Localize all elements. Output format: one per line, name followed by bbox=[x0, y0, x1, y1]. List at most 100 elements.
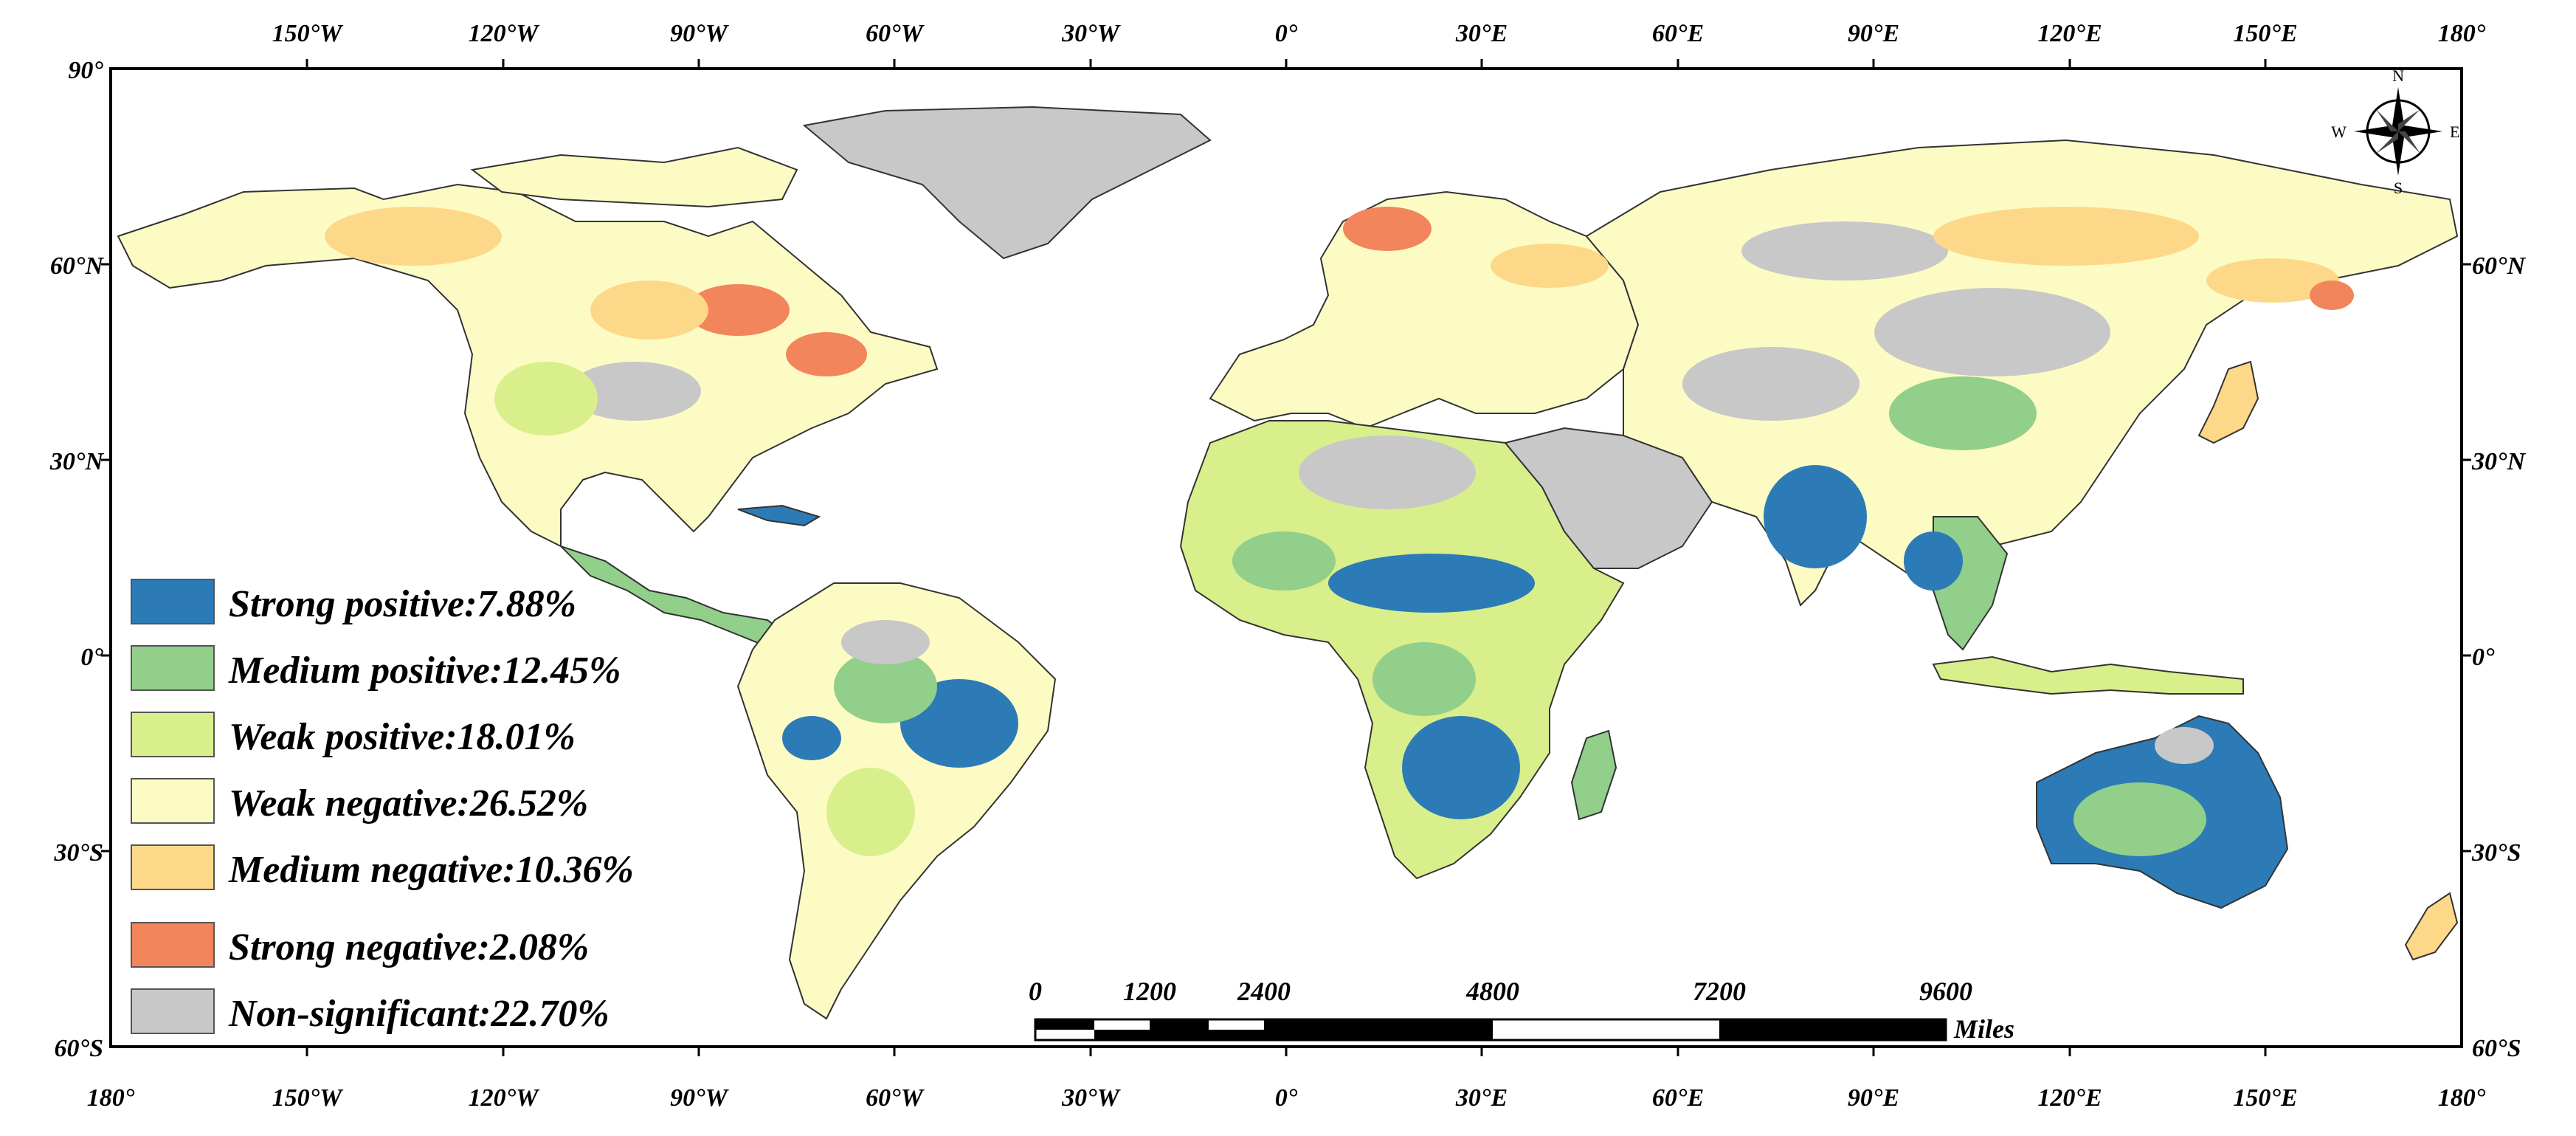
left-tick: 90° bbox=[68, 57, 103, 84]
legend: Strong positive:7.88% Medium positive:12… bbox=[131, 579, 634, 1035]
compass-w: W bbox=[2331, 123, 2347, 141]
scale-unit: Miles bbox=[1953, 1014, 2014, 1044]
right-tick: 60°N bbox=[2472, 252, 2527, 280]
patch-medium-negative bbox=[1491, 244, 1609, 288]
right-tick: 30°N bbox=[2471, 448, 2527, 475]
top-tick: 90°W bbox=[670, 20, 730, 47]
patch-strong-negative bbox=[1343, 207, 1432, 251]
patch-medium-negative bbox=[1933, 207, 2199, 266]
scale-label: 9600 bbox=[1919, 977, 1972, 1006]
right-tick: 30°S bbox=[2471, 839, 2521, 867]
top-tick: 150°W bbox=[272, 20, 345, 47]
indonesia bbox=[1932, 655, 2244, 695]
scale-label: 1200 bbox=[1123, 977, 1176, 1006]
legend-label: Medium positive:12.45% bbox=[228, 650, 621, 692]
top-tick: 30°E bbox=[1455, 20, 1508, 47]
legend-swatch bbox=[131, 712, 215, 757]
scale-label: 2400 bbox=[1237, 977, 1291, 1006]
bottom-tick: 150°W bbox=[272, 1084, 345, 1112]
legend-swatch bbox=[131, 778, 215, 824]
legend-label: Weak positive:18.01% bbox=[229, 716, 576, 758]
legend-swatch bbox=[131, 579, 215, 624]
japan bbox=[2197, 360, 2259, 444]
bottom-tick: 120°E bbox=[2037, 1084, 2102, 1112]
tick-marks bbox=[101, 59, 2471, 1056]
patch-medium-positive bbox=[1232, 531, 1336, 591]
patch-non-significant bbox=[841, 620, 930, 664]
patch-strong-positive bbox=[1402, 716, 1520, 819]
top-axis: 150°W 120°W 90°W 60°W 30°W 0° 30°E 60°E … bbox=[272, 20, 2486, 47]
top-tick: 60°E bbox=[1652, 20, 1704, 47]
legend-label: Weak negative:26.52% bbox=[229, 782, 588, 825]
patch-strong-negative bbox=[686, 284, 790, 336]
patch-strong-positive bbox=[1764, 465, 1867, 568]
bottom-tick: 150°E bbox=[2233, 1084, 2297, 1112]
patch-medium-negative bbox=[590, 280, 708, 340]
legend-label: Medium negative:10.36% bbox=[228, 849, 634, 891]
bottom-tick: 180° bbox=[87, 1084, 135, 1112]
left-axis: 90° 60°N 30°N 0° 30°S 60°S bbox=[49, 57, 105, 1062]
scale-label: 7200 bbox=[1693, 977, 1746, 1006]
patch-medium-positive bbox=[1889, 376, 2037, 450]
patch-strong-negative bbox=[2310, 280, 2354, 310]
legend-label: Non-significant:22.70% bbox=[228, 993, 610, 1035]
patch-medium-positive bbox=[834, 650, 937, 723]
patch-non-significant bbox=[1741, 221, 1948, 280]
left-tick: 0° bbox=[80, 644, 103, 671]
top-tick: 90°E bbox=[1848, 20, 1899, 47]
bottom-tick: 60°W bbox=[866, 1084, 925, 1112]
bottom-tick: 0° bbox=[1275, 1084, 1298, 1112]
legend-swatch bbox=[131, 922, 215, 968]
data-patches bbox=[325, 207, 2354, 856]
patch-medium-negative bbox=[2206, 258, 2339, 303]
arctic-islands bbox=[470, 146, 798, 208]
right-tick: 0° bbox=[2472, 644, 2495, 671]
madagascar bbox=[1570, 729, 1617, 821]
bottom-tick: 30°E bbox=[1455, 1084, 1508, 1112]
bottom-tick: 90°W bbox=[670, 1084, 730, 1112]
right-axis: 60°N 30°N 0° 30°S 60°S bbox=[2471, 252, 2527, 1062]
bottom-tick: 30°W bbox=[1061, 1084, 1122, 1112]
caribbean bbox=[737, 504, 821, 527]
bottom-tick: 90°E bbox=[1848, 1084, 1899, 1112]
top-tick: 60°W bbox=[866, 20, 925, 47]
left-tick: 60°S bbox=[54, 1035, 103, 1062]
top-tick: 120°E bbox=[2037, 20, 2102, 47]
scale-bar: 0 1200 2400 4800 7200 9600 Miles bbox=[1029, 977, 2014, 1044]
right-tick: 60°S bbox=[2472, 1035, 2521, 1062]
legend-swatch bbox=[131, 988, 215, 1034]
patch-non-significant bbox=[1299, 436, 1476, 509]
top-tick: 120°W bbox=[469, 20, 541, 47]
scale-label: 0 bbox=[1029, 977, 1042, 1006]
top-tick: 0° bbox=[1275, 20, 1298, 47]
compass-e: E bbox=[2450, 123, 2459, 141]
legend-swatch bbox=[131, 844, 215, 890]
top-tick: 30°W bbox=[1061, 20, 1122, 47]
scale-label: 4800 bbox=[1465, 977, 1519, 1006]
patch-medium-positive bbox=[1372, 642, 1476, 716]
left-tick: 60°N bbox=[50, 252, 105, 280]
patch-non-significant bbox=[1682, 347, 1860, 421]
greenland bbox=[802, 106, 1212, 260]
compass-rose-icon: N S E W bbox=[2331, 66, 2459, 197]
legend-label: Strong negative:2.08% bbox=[229, 926, 589, 968]
patch-strong-negative bbox=[786, 332, 867, 376]
compass-s: S bbox=[2394, 179, 2403, 197]
patch-strong-positive bbox=[782, 716, 841, 760]
patch-strong-positive bbox=[1328, 554, 1535, 613]
new-zealand bbox=[2404, 892, 2459, 961]
bottom-axis: 180° 150°W 120°W 90°W 60°W 30°W 0° 30°E … bbox=[87, 1084, 2486, 1112]
patch-medium-positive bbox=[2073, 782, 2206, 856]
patch-weak-positive bbox=[826, 768, 915, 856]
legend-label: Strong positive:7.88% bbox=[229, 583, 576, 625]
left-tick: 30°S bbox=[53, 839, 103, 867]
left-tick: 30°N bbox=[49, 448, 105, 475]
patch-non-significant bbox=[1874, 288, 2110, 376]
compass-n: N bbox=[2392, 66, 2404, 85]
bottom-tick: 120°W bbox=[469, 1084, 541, 1112]
legend-swatch bbox=[131, 645, 215, 691]
patch-non-significant bbox=[2155, 727, 2214, 764]
patch-weak-positive bbox=[494, 362, 598, 436]
top-tick: 180° bbox=[2438, 20, 2486, 47]
